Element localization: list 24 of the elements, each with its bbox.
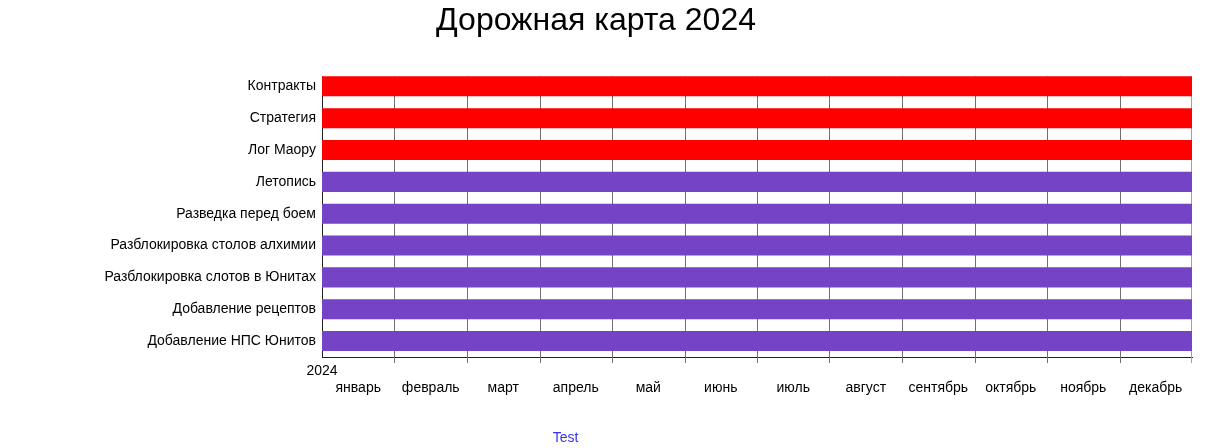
x-axis-title: 2024: [306, 361, 338, 378]
text: декабрь: [1129, 378, 1183, 395]
y-tick-label: Разведка перед боем: [176, 204, 316, 221]
text: август: [845, 378, 887, 395]
text: январь: [335, 378, 381, 395]
text: май: [635, 378, 661, 395]
text: март: [487, 378, 520, 395]
y-tick-label: Летопись: [255, 172, 316, 189]
text: апрель: [552, 378, 599, 395]
text: июнь: [704, 378, 738, 395]
y-tick-label: Контракты: [247, 77, 316, 94]
text: Test: [552, 428, 579, 445]
text: сентябрь: [908, 378, 969, 395]
y-tick-label: Добавление рецептов: [172, 300, 316, 317]
y-tick-label: Разблокировка столов алхимии: [110, 236, 316, 253]
text: февраль: [401, 378, 460, 395]
text: июль: [776, 378, 810, 395]
text: октябрь: [985, 378, 1037, 395]
y-tick-label: Лог Маору: [248, 140, 316, 157]
text: ноябрь: [1060, 378, 1107, 395]
chart-title: Дорожная карта 2024: [436, 1, 756, 38]
y-tick-label: Добавление НПС Юнитов: [147, 331, 316, 348]
y-tick-label: Стратегия: [249, 109, 316, 126]
y-tick-label: Разблокировка слотов в Юнитах: [104, 268, 316, 285]
